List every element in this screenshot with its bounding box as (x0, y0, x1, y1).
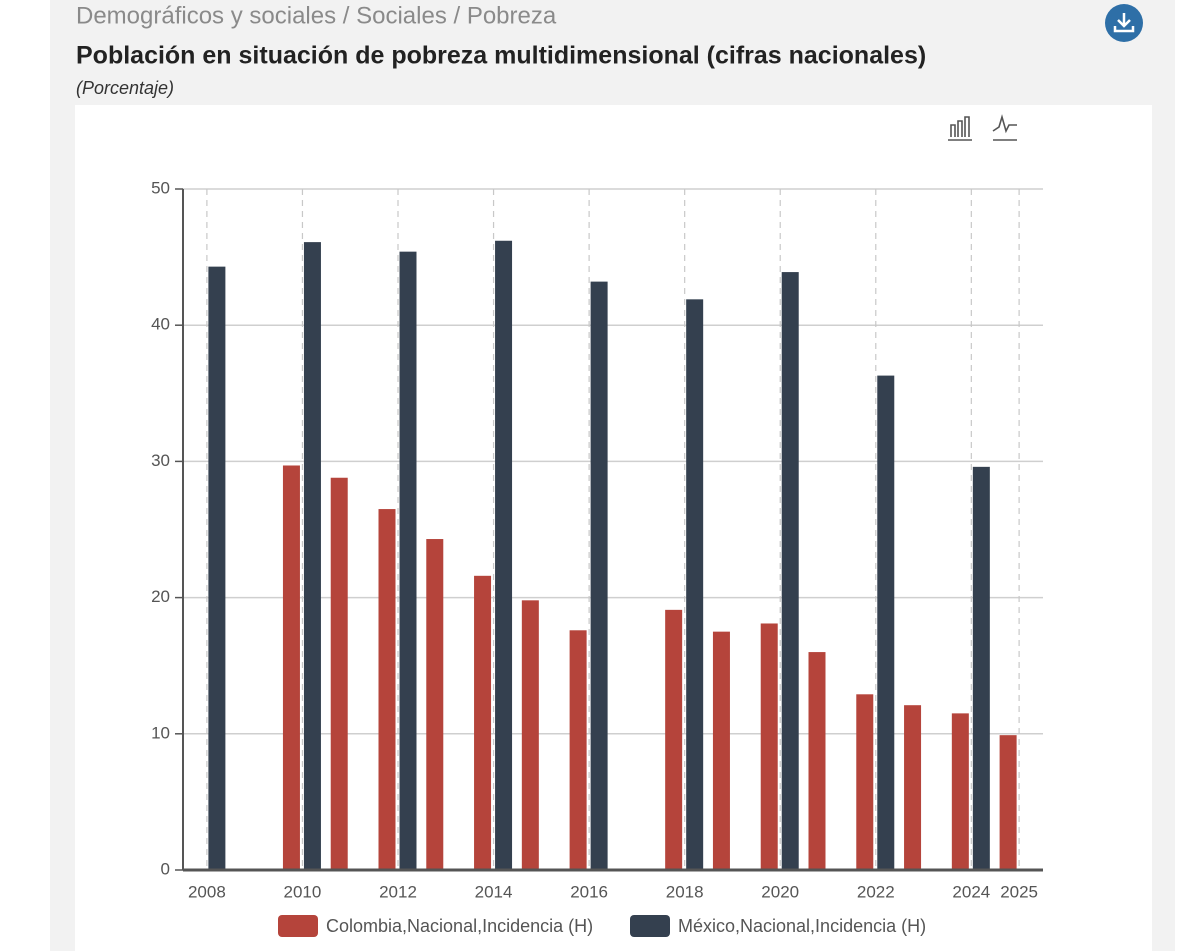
x-tick-label: 2018 (666, 882, 704, 901)
y-tick-label: 10 (151, 723, 170, 742)
bar (856, 694, 874, 870)
bar (521, 600, 539, 870)
x-tick-label: 2025 (1000, 882, 1038, 901)
bar (877, 375, 895, 870)
y-tick-label: 40 (151, 315, 170, 334)
breadcrumb: Demográficos y sociales / Sociales / Pob… (76, 2, 557, 29)
chart-title: Población en situación de pobreza multid… (76, 42, 926, 70)
bar (781, 272, 799, 870)
line-chart-icon[interactable] (992, 114, 1017, 141)
download-button[interactable] (1105, 4, 1143, 42)
x-tick-label: 2016 (570, 882, 608, 901)
legend-swatch (630, 915, 670, 937)
bar (972, 466, 990, 870)
y-tick-label: 0 (161, 859, 170, 878)
x-tick-label: 2010 (284, 882, 322, 901)
y-tick-label: 30 (151, 451, 170, 470)
bar (208, 266, 226, 870)
bar (665, 609, 683, 870)
bar (686, 299, 704, 870)
bar (330, 477, 348, 870)
bar (282, 465, 300, 870)
bar-chart-icon[interactable] (948, 116, 972, 141)
bar (808, 652, 826, 870)
legend-label: Colombia,Nacional,Incidencia (H) (326, 916, 593, 936)
bar (951, 713, 969, 870)
bar (760, 623, 778, 870)
x-tick-label: 2012 (379, 882, 417, 901)
legend-label: México,Nacional,Incidencia (H) (678, 916, 926, 936)
bar (495, 240, 513, 871)
bar (904, 705, 922, 870)
x-tick-label: 2008 (188, 882, 226, 901)
chart-subtitle: (Porcentaje) (76, 78, 174, 98)
bar (590, 281, 608, 871)
legend-swatch (278, 915, 318, 937)
x-tick-label: 2022 (857, 882, 895, 901)
bar (399, 251, 417, 871)
x-tick-label: 2020 (761, 882, 799, 901)
bar (378, 509, 396, 870)
bar (303, 242, 321, 871)
bar (712, 631, 730, 870)
y-tick-label: 50 (151, 178, 170, 197)
bar (474, 575, 492, 870)
bar (426, 539, 444, 870)
y-tick-label: 20 (151, 587, 170, 606)
bar (999, 735, 1017, 870)
bar (569, 630, 587, 870)
x-tick-label: 2024 (952, 882, 990, 901)
chart-area (75, 105, 1152, 951)
x-tick-label: 2014 (475, 882, 513, 901)
